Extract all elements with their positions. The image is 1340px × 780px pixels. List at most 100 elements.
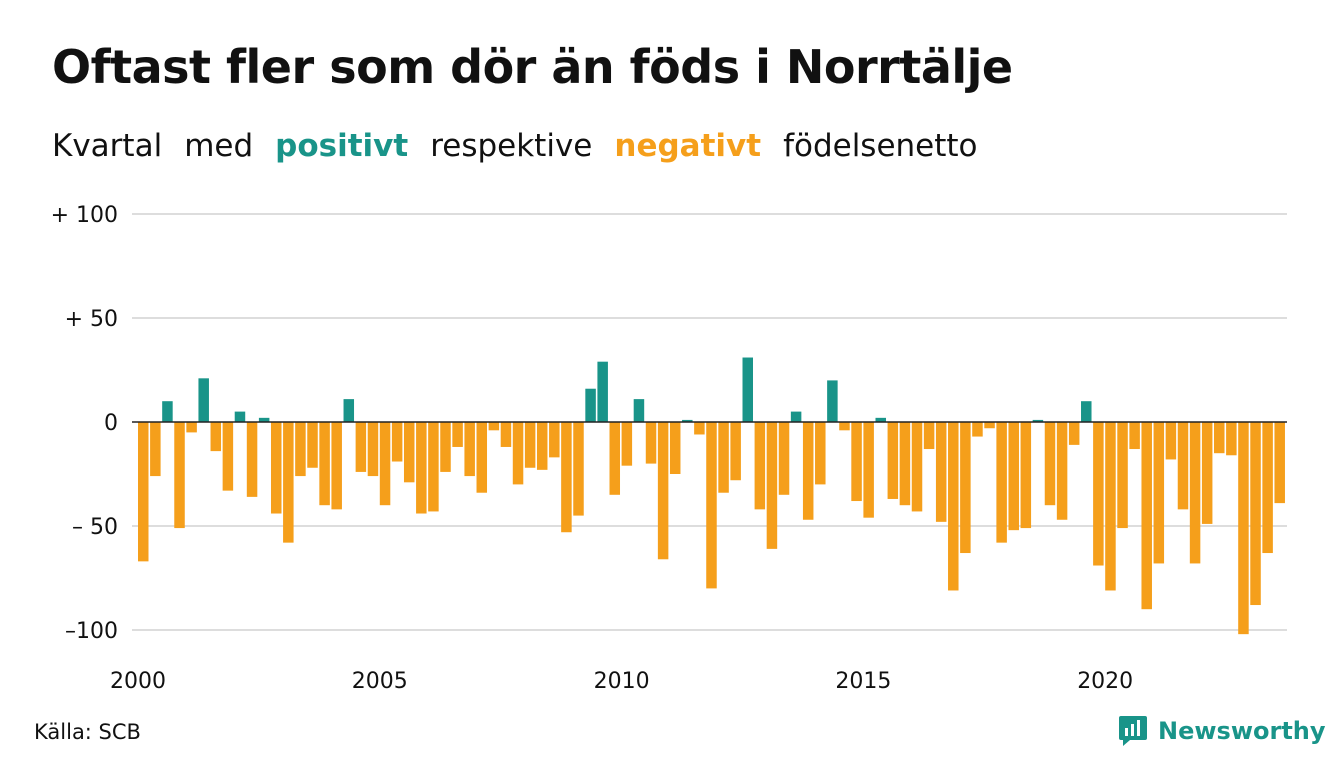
bar-2013-q1 <box>766 422 778 549</box>
bar-2012-q1 <box>718 422 729 493</box>
y-axis-labels: + 100 + 50 0 – 50 –100 <box>51 203 118 644</box>
bar-2004-q3 <box>355 422 367 472</box>
bar-2014-q3 <box>839 422 850 431</box>
bar-2002-q3 <box>258 417 270 422</box>
x-tick-label-2010: 2010 <box>594 669 650 694</box>
bar-2007-q3 <box>500 422 512 447</box>
bar-2001-q3 <box>210 422 222 452</box>
bar-2023-q1 <box>1250 422 1261 606</box>
bar-2005-q3 <box>403 422 415 483</box>
bar-2014-q4 <box>851 422 862 502</box>
bar-2011-q1 <box>669 422 681 474</box>
subtitle-positive-word: positivt <box>275 128 409 164</box>
bar-2003-q1 <box>283 422 294 543</box>
bar-2018-q1 <box>1008 422 1019 531</box>
bar-2002-q1 <box>234 411 246 422</box>
bar-2003-q2 <box>295 422 306 477</box>
bar-2005-q1 <box>379 422 391 506</box>
bar-2008-q3 <box>549 422 560 458</box>
y-tick-label: –100 <box>65 619 118 644</box>
bar-2015-q4 <box>899 422 911 506</box>
bar-2005-q2 <box>391 422 403 462</box>
bar-2012-q3 <box>742 357 753 422</box>
bar-2014-q2 <box>827 380 838 422</box>
bar-2007-q1 <box>476 422 488 493</box>
bar-2017-q4 <box>996 422 1007 543</box>
bar-2010-q3 <box>645 422 657 464</box>
bar-2022-q1 <box>1201 422 1213 524</box>
bar-2020-q3 <box>1129 422 1140 450</box>
bar-2018-q3 <box>1032 419 1044 422</box>
bar-2009-q3 <box>597 361 608 422</box>
bars <box>138 357 1285 635</box>
chart-subtitle: Kvartal med positivt respektive negativt föde… <box>52 128 1000 164</box>
subtitle-part-3: respektive <box>430 128 593 164</box>
bar-2018-q4 <box>1044 422 1056 506</box>
bar-2011-q2 <box>682 419 693 422</box>
bar-2009-q1 <box>573 422 584 516</box>
bar-2019-q4 <box>1093 422 1104 566</box>
subtitle-part-1: Kvartal <box>52 128 163 164</box>
newsworthy-logo-icon <box>1119 716 1147 746</box>
source-note: Källa: SCB <box>34 720 141 744</box>
bar-2017-q1 <box>960 422 971 554</box>
bar-2004-q4 <box>367 422 379 477</box>
bar-2000-q4 <box>174 422 185 529</box>
bar-2022-q3 <box>1226 422 1237 456</box>
bar-2022-q2 <box>1214 422 1225 454</box>
bar-2006-q3 <box>452 422 463 447</box>
bar-2016-q1 <box>911 422 923 512</box>
bar-2006-q4 <box>464 422 475 477</box>
x-tick-label-2015: 2015 <box>835 669 891 694</box>
bar-2010-q1 <box>621 422 633 466</box>
newsworthy-logo[interactable]: Newsworthy <box>1118 714 1326 748</box>
bar-2012-q2 <box>730 422 741 481</box>
bar-2006-q1 <box>428 422 439 512</box>
bar-2002-q2 <box>246 422 258 497</box>
subtitle-part-2: med <box>184 128 254 164</box>
y-tick-label: 0 <box>104 411 118 436</box>
bar-2022-q4 <box>1238 422 1249 635</box>
bar-2018-q2 <box>1020 422 1032 529</box>
bar-2017-q2 <box>972 422 983 437</box>
bar-2006-q2 <box>440 422 451 472</box>
y-tick-label: – 50 <box>72 515 118 540</box>
bar-2019-q3 <box>1081 401 1092 422</box>
bar-2010-q2 <box>633 399 645 422</box>
bar-2007-q4 <box>512 422 524 485</box>
bar-2008-q1 <box>524 422 536 468</box>
bar-2000-q1 <box>138 422 149 562</box>
bar-2016-q2 <box>923 422 935 450</box>
bar-2013-q3 <box>790 411 802 422</box>
bar-2012-q4 <box>754 422 766 510</box>
bar-2004-q1 <box>331 422 342 510</box>
x-tick-label-2005: 2005 <box>352 669 408 694</box>
bar-2008-q4 <box>561 422 572 533</box>
bar-2000-q2 <box>150 422 161 477</box>
bar-2013-q2 <box>778 422 790 495</box>
bar-2000-q3 <box>162 401 173 422</box>
bar-2002-q4 <box>270 422 282 514</box>
bar-2021-q3 <box>1177 422 1189 510</box>
subtitle-part-4: födelsenetto <box>783 128 978 164</box>
bar-2019-q2 <box>1068 422 1080 445</box>
bar-2010-q4 <box>657 422 669 560</box>
bar-2021-q1 <box>1153 422 1165 564</box>
bar-2016-q4 <box>948 422 959 591</box>
bar-2011-q4 <box>706 422 717 589</box>
bar-2008-q2 <box>536 422 548 470</box>
bar-2001-q2 <box>198 378 209 422</box>
bar-2020-q2 <box>1117 422 1128 529</box>
subtitle-negative-word: negativt <box>614 128 762 164</box>
bar-2019-q1 <box>1056 422 1068 520</box>
bar-2009-q4 <box>609 422 621 495</box>
bar-2023-q2 <box>1262 422 1273 554</box>
bar-2014-q1 <box>815 422 826 485</box>
bar-2013-q4 <box>802 422 814 520</box>
bar-2020-q1 <box>1105 422 1116 591</box>
bar-2011-q3 <box>694 422 705 435</box>
bar-2021-q4 <box>1189 422 1201 564</box>
bar-2003-q4 <box>319 422 330 506</box>
bar-2003-q3 <box>307 422 318 468</box>
